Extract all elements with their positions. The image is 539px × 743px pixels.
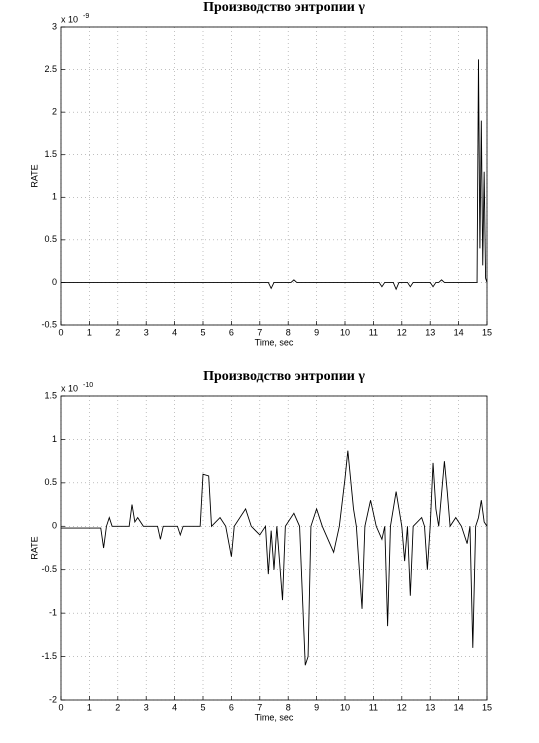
- x-tick-label: 0: [58, 702, 63, 712]
- x-tick-label: 1: [87, 702, 92, 712]
- x-tick-label: 11: [369, 702, 378, 712]
- plot-area: [61, 27, 487, 325]
- x-tick-label: 13: [425, 702, 435, 712]
- x-tick-label: 14: [454, 702, 464, 712]
- x-tick-label: 9: [314, 702, 319, 712]
- x-tick-label: 9: [314, 327, 319, 337]
- x-tick-label: 4: [172, 327, 177, 337]
- y-multiplier: x 10: [61, 383, 78, 393]
- chart-title: Производство энтропии γ: [203, 369, 365, 384]
- y-tick-label: 2.5: [44, 64, 57, 74]
- y-tick-label: 1: [52, 434, 57, 444]
- plot-area: [61, 396, 487, 700]
- x-tick-label: 7: [257, 327, 262, 337]
- y-tick-label: 1: [52, 192, 57, 202]
- x-tick-label: 13: [425, 327, 435, 337]
- x-axis-label: Time, sec: [255, 712, 294, 722]
- x-tick-label: 8: [286, 327, 291, 337]
- y-tick-label: -1.5: [41, 651, 57, 661]
- x-tick-label: 2: [115, 327, 120, 337]
- x-tick-label: 2: [115, 702, 120, 712]
- y-multiplier-exponent: -10: [83, 382, 93, 389]
- y-tick-label: 2: [52, 107, 57, 117]
- y-multiplier-exponent: -9: [83, 13, 89, 20]
- x-tick-label: 15: [482, 702, 492, 712]
- y-axis-label: RATE: [29, 164, 39, 187]
- y-tick-label: 0.5: [44, 234, 57, 244]
- y-tick-label: 0.5: [44, 477, 57, 487]
- data-line: [61, 450, 488, 666]
- x-tick-label: 10: [340, 327, 350, 337]
- x-tick-label: 6: [229, 327, 234, 337]
- x-tick-label: 7: [257, 702, 262, 712]
- y-tick-label: -2: [49, 694, 57, 704]
- y-tick-label: 1.5: [44, 149, 57, 159]
- y-tick-label: 1.5: [44, 390, 57, 400]
- plot: Производство энтропии γ0 1 2 3 4 5 6 7 8 9 10 11 12 1…: [29, 369, 492, 722]
- x-tick-label: 5: [200, 327, 205, 337]
- y-tick-label: -1: [49, 608, 57, 618]
- x-tick-label: 11: [369, 327, 378, 337]
- y-axis-label: RATE: [29, 536, 39, 559]
- x-tick-label: 0: [58, 327, 63, 337]
- axes-frame: [60, 395, 488, 701]
- x-tick-label: 12: [397, 702, 407, 712]
- x-tick-label: 15: [482, 327, 492, 337]
- x-tick-label: 3: [144, 702, 149, 712]
- x-tick-label: 14: [454, 327, 464, 337]
- y-tick-label: -0.5: [41, 319, 57, 329]
- x-axis-label: Time, sec: [255, 337, 294, 347]
- x-tick-label: 5: [200, 702, 205, 712]
- x-tick-label: 10: [340, 702, 350, 712]
- x-tick-label: 1: [87, 327, 92, 337]
- x-tick-label: 6: [229, 702, 234, 712]
- plot: Производство энтропии γ0 1 2 3 4 5 6 7 8 9 10 11 12 1…: [29, 0, 492, 347]
- data-line: [61, 59, 488, 291]
- y-tick-label: 3: [52, 21, 57, 31]
- x-tick-label: 4: [172, 702, 177, 712]
- x-tick-label: 3: [144, 327, 149, 337]
- y-tick-label: 0: [52, 521, 57, 531]
- chart-title: Производство энтропии γ: [203, 0, 365, 15]
- x-tick-label: 8: [286, 702, 291, 712]
- y-multiplier: x 10: [61, 14, 78, 24]
- x-tick-label: 12: [397, 327, 407, 337]
- y-tick-label: -0.5: [41, 564, 57, 574]
- y-tick-label: 0: [52, 277, 57, 287]
- axes-frame: [60, 26, 488, 326]
